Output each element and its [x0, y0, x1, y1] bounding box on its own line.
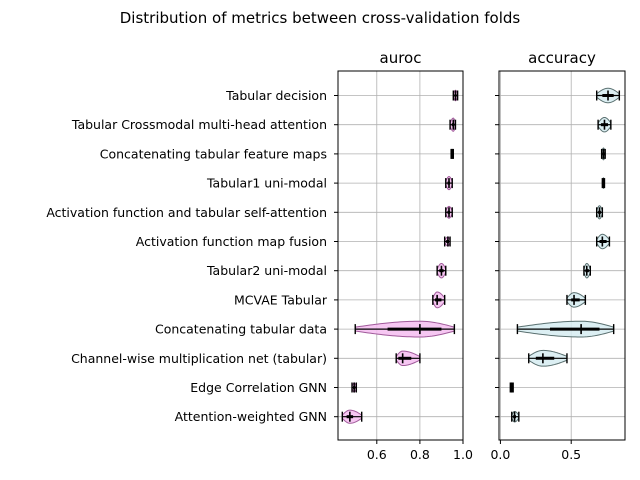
category-label: Channel-wise multiplication net (tabular… [71, 351, 327, 366]
category-label: Tabular2 uni-modal [206, 263, 327, 278]
axes-frame [337, 70, 464, 441]
x-tick-label: 0.6 [367, 447, 387, 462]
category-label: Tabular Crossmodal multi-head attention [71, 117, 327, 132]
category-label: MCVAE Tabular [234, 292, 328, 307]
x-tick-label: 1.0 [453, 447, 473, 462]
category-label: Activation function and tabular self-att… [46, 205, 327, 220]
category-label: Tabular1 uni-modal [206, 176, 327, 191]
x-tick-label: 0.5 [561, 447, 581, 462]
x-tick-label: 0.8 [410, 447, 430, 462]
panel-auroc: 0.6 0.8 1.0 auroc [334, 49, 473, 462]
category-labels: Tabular decision Tabular Crossmodal multi… [46, 88, 328, 424]
category-label: Activation function map fusion [136, 234, 327, 249]
x-tick-label: 0.0 [490, 447, 510, 462]
category-label: Concatenating tabular feature maps [100, 146, 327, 161]
panel-title: auroc [380, 49, 422, 67]
chart-title: Distribution of metrics between cross-va… [120, 9, 521, 27]
panel-title: accuracy [528, 49, 596, 67]
category-label: Edge Correlation GNN [190, 380, 327, 395]
category-label: Tabular decision [225, 88, 327, 103]
axes-frame [498, 70, 626, 441]
category-label: Concatenating tabular data [155, 322, 327, 337]
panel-accuracy: 0.0 0.5 accuracy [490, 49, 626, 462]
category-label: Attention-weighted GNN [175, 409, 327, 424]
